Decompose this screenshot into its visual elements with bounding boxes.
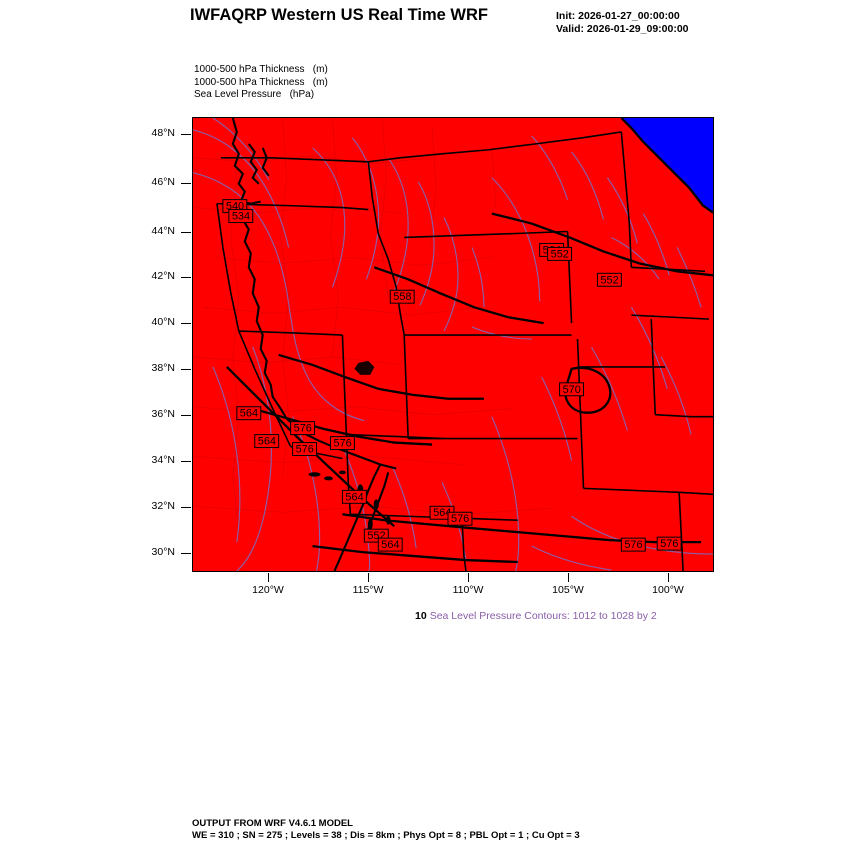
contour-label: 576 (620, 537, 646, 552)
model-output-footer: OUTPUT FROM WRF V4.6.1 MODEL WE = 310 ; … (192, 818, 580, 842)
svg-text:564: 564 (433, 507, 451, 519)
svg-text:540: 540 (226, 201, 244, 213)
lat-label-42: 42°N (151, 270, 175, 282)
svg-text:534: 534 (232, 211, 250, 223)
page-title: IWFAQRP Western US Real Time WRF (190, 6, 488, 24)
contour-label: 576 (656, 536, 682, 551)
lat-label-46: 46°N (151, 176, 175, 188)
slp-contour-caption: 10 Sea Level Pressure Contours: 1012 to 1… (415, 610, 657, 622)
channel-islands (308, 470, 391, 530)
field-label-thickness-1: 1000-500 hPa Thickness (m) (194, 64, 328, 75)
state-boundaries (216, 131, 713, 571)
lat-label-36: 36°N (151, 408, 175, 420)
lat-label-40: 40°N (151, 316, 175, 328)
contour-label: 534 (228, 209, 254, 224)
lon-label-105: 105°W (552, 584, 584, 596)
init-time-label: Init: 2026-01-27_00:00:00 (556, 10, 680, 22)
contour-label: 558 (389, 289, 415, 304)
contour-label: 552 (596, 272, 622, 287)
lat-tick-30 (181, 553, 191, 554)
contour-label-group: 540 534 558 564 552 (222, 199, 682, 552)
footer-line-model: OUTPUT FROM WRF V4.6.1 MODEL (192, 818, 353, 829)
svg-text:552: 552 (551, 248, 569, 260)
lon-tick-110 (468, 573, 469, 582)
svg-text:576: 576 (294, 423, 312, 435)
caption-text: Sea Level Pressure Contours: 1012 to 102… (429, 610, 657, 622)
svg-text:564: 564 (345, 491, 363, 503)
svg-text:558: 558 (393, 291, 411, 303)
field-label-thickness-2: 1000-500 hPa Thickness (m) (194, 76, 328, 88)
lat-tick-48 (181, 134, 191, 135)
svg-text:576: 576 (451, 513, 469, 525)
lat-label-38: 38°N (151, 362, 175, 374)
svg-text:564: 564 (240, 408, 258, 420)
lat-label-48: 48°N (151, 127, 175, 139)
svg-text:576: 576 (296, 444, 314, 456)
lon-label-110: 110°W (452, 584, 484, 596)
svg-text:576: 576 (624, 539, 642, 551)
lon-tick-120 (268, 573, 269, 582)
lat-label-30: 30°N (151, 546, 175, 558)
svg-text:576: 576 (660, 538, 678, 550)
svg-text:552: 552 (600, 274, 618, 286)
valid-time-label: Valid: 2026-01-29_09:00:00 (556, 23, 689, 35)
svg-text:570: 570 (563, 384, 581, 396)
field-label-slp: Sea Level Pressure (hPa) (194, 89, 315, 101)
lat-label-32: 32°N (151, 500, 175, 512)
lon-tick-100 (668, 573, 669, 582)
contour-label: 564 (254, 434, 280, 449)
forecast-time-block: Init: 2026-01-27_00:00:00 Valid: 2026-01… (556, 10, 689, 36)
lon-tick-105 (568, 573, 569, 582)
lat-label-34: 34°N (151, 454, 175, 466)
svg-text:564: 564 (381, 539, 399, 551)
contour-label: 576 (329, 436, 355, 451)
svg-text:576: 576 (333, 438, 351, 450)
lat-tick-44 (181, 232, 191, 233)
lat-tick-46 (181, 183, 191, 184)
lon-label-120: 120°W (252, 584, 284, 596)
caption-number: 10 (415, 610, 427, 622)
contour-label: 552 (547, 246, 573, 261)
contour-label: 570 (559, 382, 584, 397)
field-legend-list: 1000-500 hPa Thickness (m) 1000-500 hPa … (194, 64, 328, 102)
county-network (193, 118, 552, 537)
lat-tick-36 (181, 415, 191, 416)
svg-text:552: 552 (367, 530, 385, 542)
lon-tick-115 (368, 573, 369, 582)
map-canvas: 540 534 558 564 552 (193, 118, 713, 571)
lat-tick-38 (181, 369, 191, 370)
lat-label-44: 44°N (151, 225, 175, 237)
lat-tick-42 (181, 277, 191, 278)
contour-label: 576 (447, 511, 473, 526)
thickness-fill-warm (193, 118, 713, 571)
lat-tick-32 (181, 507, 191, 508)
footer-line-config: WE = 310 ; SN = 275 ; Levels = 38 ; Dis … (192, 830, 580, 841)
great-salt-lake (354, 360, 375, 375)
contour-label: 564 (341, 489, 367, 504)
contour-label: 576 (292, 442, 318, 457)
svg-text:564: 564 (258, 436, 276, 448)
lat-tick-40 (181, 323, 191, 324)
contour-label: 576 (290, 421, 316, 436)
contour-label: 564 (236, 406, 262, 421)
lon-label-100: 100°W (652, 584, 684, 596)
lon-label-115: 115°W (352, 584, 384, 596)
lat-tick-34 (181, 461, 191, 462)
weather-map-panel[interactable]: 540 534 558 564 552 (192, 117, 714, 572)
contour-label: 564 (377, 537, 403, 552)
